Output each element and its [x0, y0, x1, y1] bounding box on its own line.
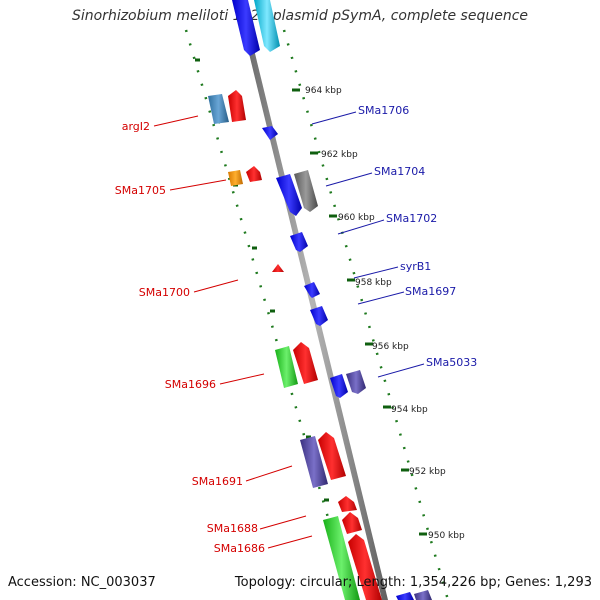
accession-label: Accession: NC_003037 — [8, 575, 156, 590]
feature-argI2-steelblue[interactable] — [208, 94, 229, 124]
gene-label-SMa1686: SMa1686 — [214, 542, 265, 555]
left-guide-line — [184, 29, 354, 600]
gene-label-SMa1705: SMa1705 — [115, 184, 166, 197]
sequence-backbone — [236, 0, 388, 600]
feature-SMa1696-red[interactable] — [293, 342, 318, 384]
gene-label-SMa1691: SMa1691 — [192, 475, 243, 488]
feature-SMa1691-red[interactable] — [318, 432, 346, 480]
gene-label-SMa1702: SMa1702 — [386, 212, 437, 225]
scale-ticks — [292, 88, 427, 536]
map-title: Sinorhizobium meliloti 1021 plasmid pSym… — [71, 8, 529, 24]
feature-top-blue[interactable] — [232, 0, 260, 56]
feature-SMa1691-slate[interactable] — [300, 436, 328, 488]
feature-SMa1697-blue[interactable] — [310, 306, 328, 326]
reverse-label-leaders — [311, 111, 425, 378]
feature-SMa1706-blue[interactable] — [262, 126, 278, 140]
gene-label-SMa1700: SMa1700 — [139, 286, 190, 299]
feature-SMa5033-blue[interactable] — [330, 374, 348, 398]
feature-SMa1702-blue[interactable] — [290, 232, 308, 252]
feature-SMa1705-red[interactable] — [246, 166, 262, 182]
gene-label-syrB1: syrB1 — [400, 260, 431, 273]
right-guide-line — [282, 29, 450, 600]
feature-SMa1696-green[interactable] — [275, 346, 298, 388]
tick-label-950: 950 kbp — [428, 531, 465, 541]
feature-SMa1686-red[interactable] — [348, 534, 382, 600]
feature-argI2-red[interactable] — [228, 90, 246, 122]
feature-SMa1704-gray[interactable] — [294, 170, 318, 212]
gene-label-argI2: argI2 — [122, 120, 150, 133]
feature-SMa1704-blue[interactable] — [276, 174, 302, 216]
feature-bottom-blue[interactable] — [396, 592, 414, 600]
tick-label-960: 960 kbp — [338, 213, 375, 223]
feature-top-cyan[interactable] — [254, 0, 280, 52]
feature-SMa5033-slate[interactable] — [346, 370, 366, 394]
feature-SMa1705-orange[interactable] — [228, 170, 243, 186]
tick-label-964: 964 kbp — [305, 86, 342, 96]
feature-SMa1686-green[interactable] — [323, 516, 360, 600]
tick-label-962: 962 kbp — [321, 150, 358, 160]
gene-label-SMa5033: SMa5033 — [426, 356, 477, 369]
tick-label-954: 954 kbp — [391, 405, 428, 415]
tick-label-956: 956 kbp — [372, 342, 409, 352]
summary-label: Topology: circular; Length: 1,354,226 bp… — [234, 575, 592, 590]
feature-SMa1700-red[interactable] — [272, 264, 284, 272]
gene-label-SMa1688: SMa1688 — [207, 522, 258, 535]
forward-label-leaders — [153, 115, 313, 549]
feature-bottom-slate[interactable] — [414, 590, 432, 600]
gene-label-SMa1696: SMa1696 — [165, 378, 216, 391]
tick-label-958: 958 kbp — [355, 278, 392, 288]
feature-syrB1-blue[interactable] — [304, 282, 320, 298]
gene-label-SMa1704: SMa1704 — [374, 165, 425, 178]
gene-label-SMa1697: SMa1697 — [405, 285, 456, 298]
feature-SMa1688-red[interactable] — [338, 496, 357, 512]
tick-label-952: 952 kbp — [409, 467, 446, 477]
feature-SMa1688b-red[interactable] — [342, 512, 362, 534]
gene-label-SMa1706: SMa1706 — [358, 104, 409, 117]
